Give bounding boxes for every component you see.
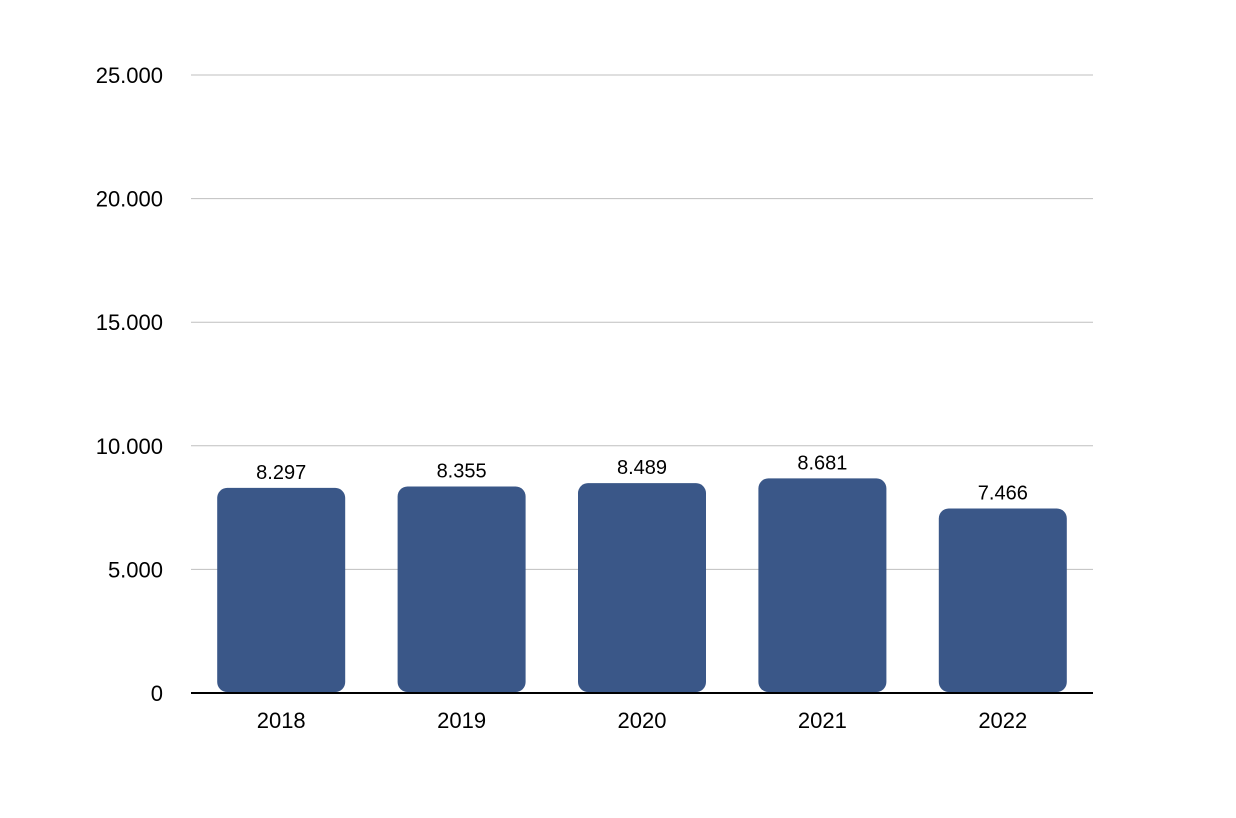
y-tick-label: 10.000 <box>96 434 163 459</box>
bar-2020 <box>578 483 706 692</box>
x-tick-label-2018: 2018 <box>257 708 306 733</box>
x-tick-label-2020: 2020 <box>618 708 667 733</box>
y-tick-label: 25.000 <box>96 63 163 88</box>
data-label-2022: 7.466 <box>978 482 1028 504</box>
bar-2018 <box>217 487 346 692</box>
bar-2022 <box>938 508 1067 692</box>
y-axis-ticks: 0 5.000 10.000 15.000 20.000 25.000 <box>96 63 163 706</box>
data-label-2020: 8.489 <box>617 457 667 479</box>
y-tick-label: 5.000 <box>108 557 163 582</box>
data-label-2019: 8.355 <box>437 460 487 482</box>
x-tick-label-2022: 2022 <box>978 708 1027 733</box>
bar-2019 <box>397 486 526 692</box>
x-axis-ticks: 2018 2019 2020 2021 2022 <box>257 708 1028 733</box>
y-tick-label: 0 <box>151 681 163 706</box>
data-label-2018: 8.297 <box>256 462 306 484</box>
data-label-2021: 8.681 <box>797 452 847 474</box>
bars <box>217 478 1067 692</box>
data-labels: 8.297 8.355 8.489 8.681 7.466 <box>256 452 1028 504</box>
x-tick-label-2021: 2021 <box>798 708 847 733</box>
x-tick-label-2019: 2019 <box>437 708 486 733</box>
bar-2021 <box>758 478 887 692</box>
y-tick-label: 20.000 <box>96 187 163 212</box>
y-tick-label: 15.000 <box>96 310 163 335</box>
